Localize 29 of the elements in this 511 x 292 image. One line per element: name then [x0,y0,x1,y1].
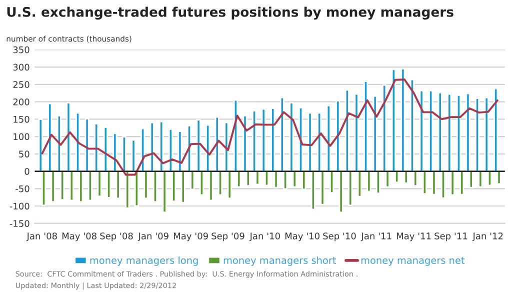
x-tick-label: May '10 [285,232,320,242]
x-tick-label: May '08 [62,232,96,242]
x-tick-label: Jan '08 [26,232,57,242]
x-tick-label: Sep '08 [100,232,133,242]
y-tick-label: 0 [24,168,30,175]
x-tick-label: May '11 [396,232,431,242]
y-tick-label: -100 [10,202,30,210]
legend-label: money managers short [224,256,336,266]
x-tick-label: May '09 [174,232,208,242]
y-tick-label: 100 [14,133,30,140]
x-tick-label: Jan '12 [472,232,503,242]
chart-title: U.S. exchange-traded futures positions by money managers [7,6,454,20]
legend-label: money managers net [361,257,465,266]
y-tick-label: 50 [19,150,30,158]
x-tick-label: Sep '09 [212,232,244,242]
x-tick-label: Jan '10 [249,232,280,242]
x-tick-label: Jan '11 [360,232,392,242]
x-tick-label: Sep '11 [434,232,468,242]
y-tick-label: 150 [14,116,30,123]
y-tick-label: 350 [13,46,30,54]
line-series [41,78,498,176]
legend-label: money managers long [90,256,198,266]
y-tick-label: 200 [13,98,30,106]
y-tick-label: 300 [13,64,30,71]
x-tick-label: Sep '10 [323,232,356,242]
y-tick-label: -50 [16,185,30,192]
x-tick-label: Jan '09 [138,232,168,242]
y-tick-label: -150 [10,220,30,227]
y-tick-label: 250 [13,81,30,88]
